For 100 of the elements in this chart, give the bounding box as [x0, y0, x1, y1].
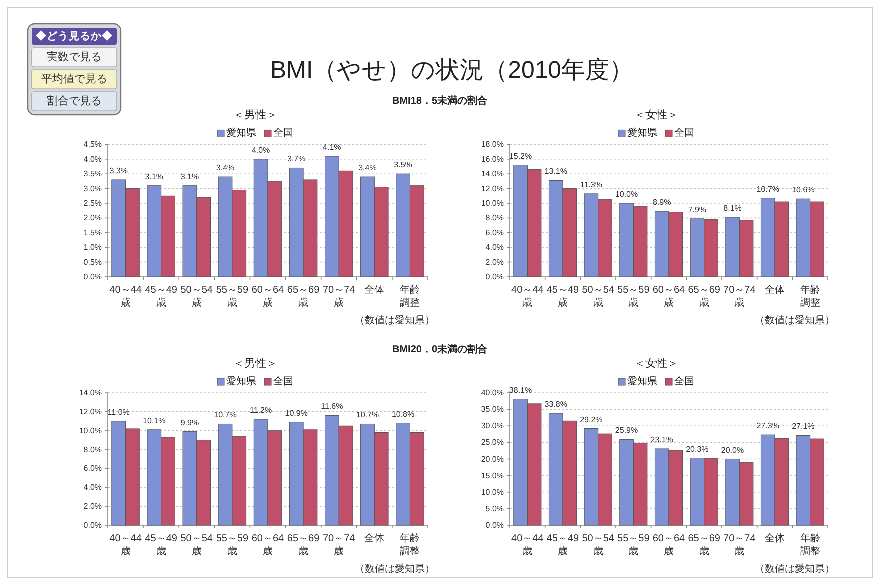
- data-label: 8.9%: [652, 198, 672, 208]
- x-tick-label: 全体: [765, 284, 785, 296]
- y-tick-label: 14.0%: [481, 170, 504, 179]
- x-tick-label: 70～74歳: [724, 534, 756, 558]
- y-tick-label: 35.0%: [481, 405, 504, 414]
- data-label: 3.3%: [110, 166, 128, 176]
- data-label: 7.9%: [688, 205, 707, 214]
- y-tick-label: 5.0%: [486, 504, 504, 514]
- data-label: 38.1%: [509, 386, 532, 395]
- data-label: 3.5%: [394, 160, 412, 170]
- x-tick-label: 全体: [364, 532, 385, 544]
- x-tick-label: 55～59歳: [216, 534, 250, 558]
- chart-title: ＜男性＞: [234, 110, 278, 122]
- button: 平均値で見る: [32, 70, 118, 90]
- x-tick-label: 年齢調整: [800, 532, 820, 558]
- data-label: 20.3%: [686, 444, 709, 454]
- text: BMI20．0未満の割合: [392, 344, 489, 356]
- x-tick-label: 40～44歳: [110, 534, 142, 558]
- x-tick-label: 全体: [765, 532, 785, 544]
- y-tick-label: 6.0%: [84, 464, 102, 474]
- data-label: 11.3%: [580, 180, 602, 190]
- text: BMI（やせ）の状況（2010年度）: [270, 57, 634, 84]
- text: （数値は愛知県）: [355, 563, 435, 575]
- x-tick-label: 50～54歳: [180, 285, 214, 309]
- x-tick-label: 55～59歳: [618, 534, 650, 558]
- data-label: 3.4%: [358, 164, 377, 173]
- x-tick-label: 50～54歳: [582, 534, 615, 558]
- button: 実数で見る: [32, 48, 118, 68]
- data-label: 3.1%: [180, 172, 200, 182]
- y-tick-label: 3.0%: [84, 184, 102, 194]
- data-label: 13.1%: [544, 167, 568, 176]
- data-label: 10.1%: [143, 416, 166, 426]
- data-label: 29.2%: [580, 415, 603, 424]
- y-tick-label: 1.5%: [84, 228, 102, 238]
- legend-label: 愛知県: [226, 376, 256, 388]
- y-tick-label: 2.0%: [84, 502, 102, 512]
- card-header: ◆どう見るか◆: [32, 28, 117, 45]
- data-label: 10.8%: [392, 410, 415, 419]
- data-label: 33.8%: [544, 400, 568, 410]
- x-tick-label: 50～54歳: [582, 285, 615, 309]
- y-tick-label: 3.5%: [84, 170, 102, 179]
- x-tick-label: 45～49歳: [145, 534, 178, 558]
- data-label: 11.6%: [321, 402, 344, 412]
- data-label: 10.7%: [214, 410, 237, 420]
- y-tick-label: 12.0%: [79, 407, 102, 416]
- y-tick-label: 10.0%: [79, 426, 102, 436]
- data-label: 23.1%: [650, 435, 674, 444]
- y-tick-label: 14.0%: [79, 388, 102, 398]
- legend-label: 全国: [274, 127, 294, 140]
- data-label: 15.2%: [509, 152, 532, 161]
- y-tick-label: 0.0%: [84, 272, 102, 282]
- y-tick-label: 25.0%: [481, 438, 504, 448]
- legend-label: 全国: [674, 376, 694, 388]
- y-tick-label: 16.0%: [481, 154, 504, 164]
- data-label: 4.1%: [323, 142, 342, 152]
- x-tick-label: 60～64歳: [252, 534, 285, 558]
- y-tick-label: 40.0%: [481, 388, 504, 398]
- legend-label: 全国: [674, 127, 694, 140]
- x-tick-label: 65～69歳: [287, 285, 320, 309]
- data-label: 10.0%: [615, 190, 638, 199]
- y-tick-label: 12.0%: [481, 184, 504, 194]
- x-tick-label: 45～49歳: [546, 285, 580, 309]
- x-tick-label: 年齢調整: [800, 284, 820, 309]
- y-tick-label: 8.0%: [84, 445, 102, 454]
- y-tick-label: 0.0%: [486, 272, 504, 282]
- data-label: 10.9%: [285, 408, 308, 418]
- y-tick-label: 4.0%: [84, 154, 102, 164]
- y-tick-label: 4.5%: [84, 140, 102, 150]
- y-tick-label: 4.0%: [84, 483, 102, 492]
- x-tick-label: 年齢調整: [400, 532, 420, 558]
- x-tick-label: 60～64歳: [652, 534, 686, 558]
- data-label: 8.1%: [724, 204, 742, 213]
- data-label: 11.2%: [250, 406, 272, 415]
- x-tick-label: 55～59歳: [618, 285, 650, 309]
- y-tick-label: 4.0%: [486, 243, 504, 252]
- y-tick-label: 10.0%: [481, 488, 504, 497]
- x-tick-label: 70～74歳: [322, 534, 356, 558]
- text: （数値は愛知県）: [755, 563, 835, 575]
- x-tick-label: 65～69歳: [688, 534, 721, 558]
- x-tick-label: 全体: [364, 284, 385, 296]
- y-tick-label: 0.0%: [84, 521, 102, 530]
- x-tick-label: 40～44歳: [512, 534, 544, 558]
- data-label: 3.4%: [216, 164, 235, 173]
- y-tick-label: 2.0%: [84, 214, 102, 223]
- y-tick-label: 18.0%: [481, 140, 504, 150]
- data-label: 20.0%: [721, 446, 744, 455]
- x-tick-label: 60～64歳: [252, 285, 285, 309]
- y-tick-label: 0.0%: [486, 521, 504, 530]
- x-tick-label: 60～64歳: [652, 285, 686, 309]
- x-tick-label: 70～74歳: [322, 285, 356, 309]
- legend-label: 愛知県: [226, 127, 256, 140]
- text: （数値は愛知県）: [355, 314, 435, 326]
- data-label: 9.9%: [180, 418, 200, 428]
- y-tick-label: 20.0%: [481, 454, 504, 464]
- x-tick-label: 40～44歳: [512, 285, 544, 309]
- x-tick-label: 65～69歳: [287, 534, 320, 558]
- button: 割合で見る: [32, 92, 118, 112]
- y-tick-label: 10.0%: [481, 199, 504, 208]
- text: BMI18．5未満の割合: [392, 95, 489, 108]
- y-tick-label: 1.0%: [84, 243, 102, 252]
